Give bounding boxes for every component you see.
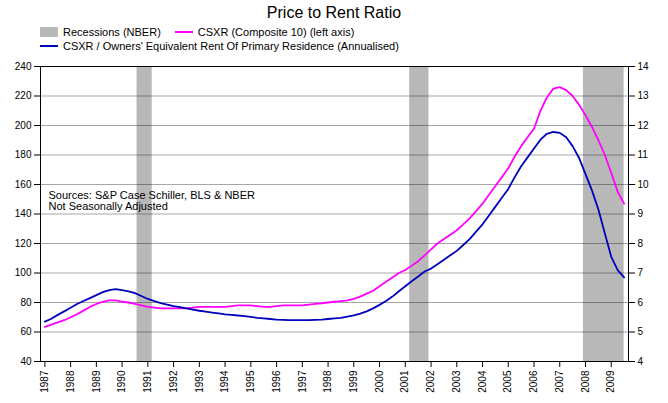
svg-text:4: 4 [638,356,644,367]
svg-text:140: 140 [15,208,32,219]
svg-text:2003: 2003 [451,370,462,393]
svg-text:1999: 1999 [348,370,359,393]
svg-text:1997: 1997 [297,370,308,393]
html-text:Recessions (NBER): Recessions (NBER) [63,26,161,38]
svg-text:160: 160 [15,179,32,190]
svg-text:200: 200 [15,120,32,131]
svg-text:7: 7 [638,267,644,278]
svg-text:2005: 2005 [502,370,513,393]
svg-text:1992: 1992 [168,370,179,393]
svg-text:80: 80 [20,297,32,308]
svg-text:13: 13 [638,90,650,101]
svg-text:2006: 2006 [528,370,539,393]
svg-text:40: 40 [20,356,32,367]
svg-text:11: 11 [638,149,649,160]
svg-text:240: 240 [15,61,32,72]
html-text:Price to Rent Ratio: Price to Rent Ratio [266,4,402,21]
svg-text:1996: 1996 [271,370,282,393]
svg-text:2009: 2009 [605,370,616,393]
svg-text:6: 6 [638,297,644,308]
svg-text:2008: 2008 [580,370,591,393]
svg-text:1990: 1990 [116,370,127,393]
svg-text:14: 14 [638,61,650,72]
svg-text:Sources: S&P Case Schiller, BL: Sources: S&P Case Schiller, BLS & NBERNo… [49,189,255,212]
svg-text:12: 12 [638,120,650,131]
svg-text:10: 10 [638,179,650,190]
svg-text:2000: 2000 [374,370,385,393]
svg-text:1989: 1989 [91,370,102,393]
svg-text:1987: 1987 [39,370,50,393]
svg-text:1994: 1994 [219,370,230,393]
svg-text:1995: 1995 [245,370,256,393]
svg-text:180: 180 [15,149,32,160]
svg-text:9: 9 [638,208,644,219]
html-text:CSXR (Composite 10) (left axis: CSXR (Composite 10) (left axis) [197,26,355,38]
svg-text:2002: 2002 [425,370,436,393]
svg-text:2004: 2004 [477,370,488,393]
html-text:CSXR / Owners' Equivalent Rent: CSXR / Owners' Equivalent Rent Of Primar… [63,40,399,52]
svg-text:5: 5 [638,326,644,337]
svg-text:220: 220 [15,90,32,101]
svg-text:1988: 1988 [65,370,76,393]
svg-text:2001: 2001 [399,370,410,393]
svg-text:1993: 1993 [194,370,205,393]
svg-text:120: 120 [15,238,32,249]
svg-text:2007: 2007 [554,370,565,393]
svg-text:60: 60 [20,326,32,337]
svg-text:8: 8 [638,238,644,249]
svg-text:1998: 1998 [322,370,333,393]
svg-text:1991: 1991 [142,370,153,393]
svg-text:100: 100 [15,267,32,278]
